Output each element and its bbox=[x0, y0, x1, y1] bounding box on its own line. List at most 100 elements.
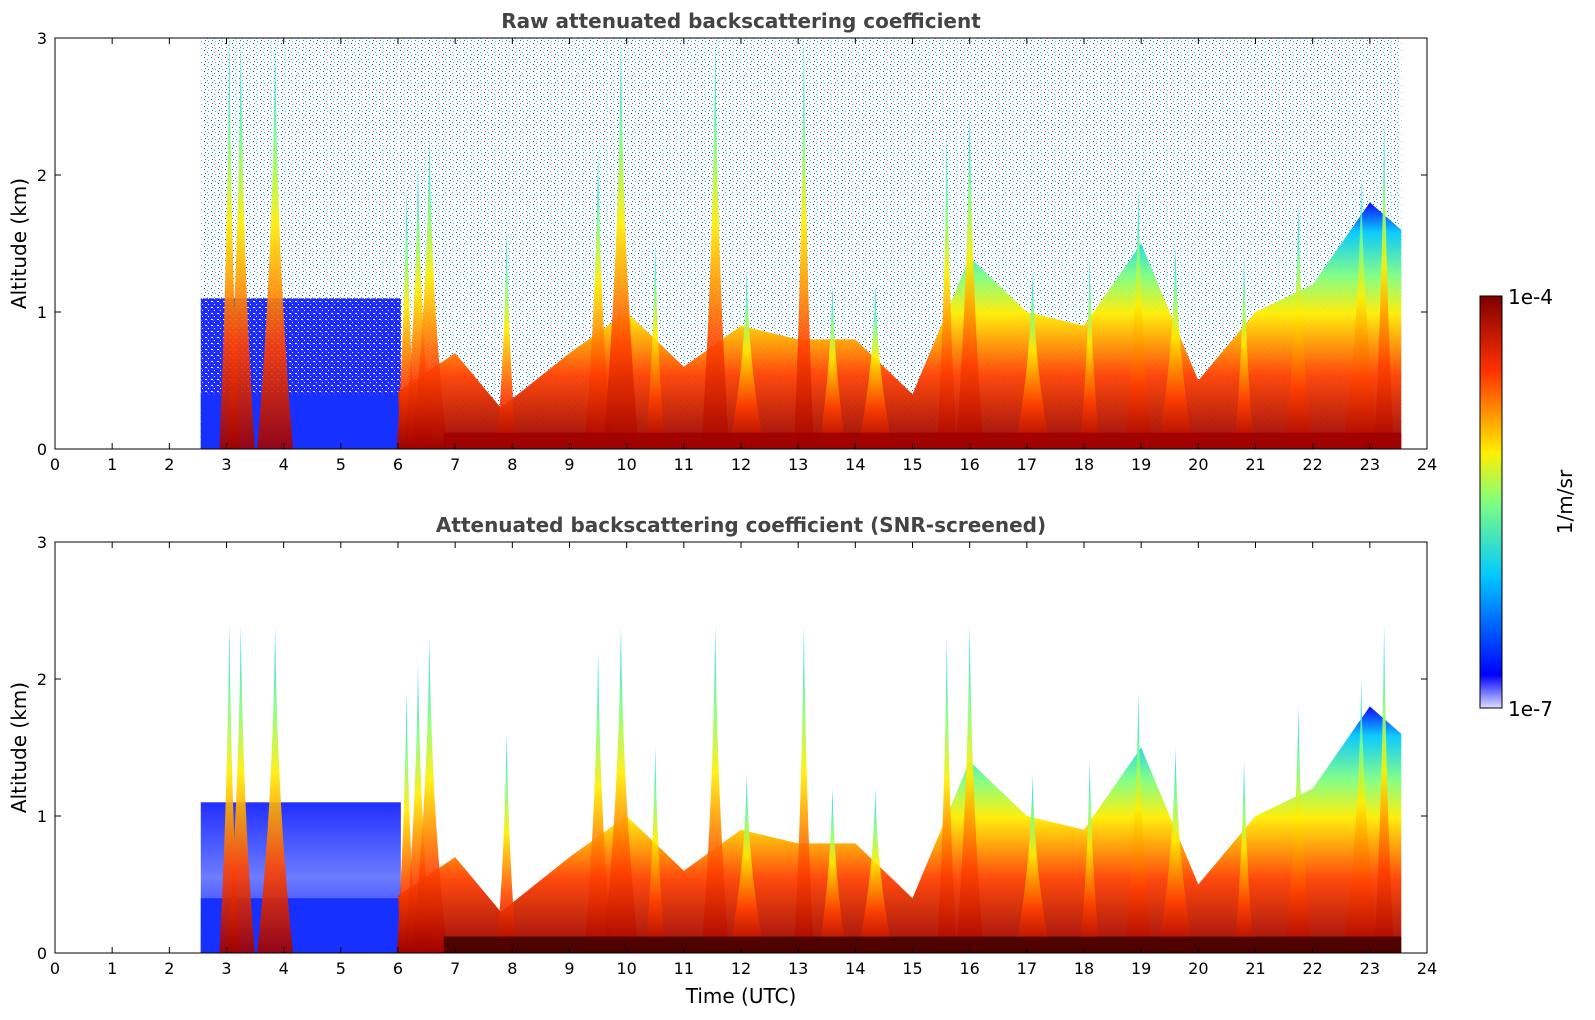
y-tick-label: 3 bbox=[37, 29, 47, 48]
plume bbox=[728, 270, 765, 449]
x-axis-label: Time (UTC) bbox=[685, 984, 797, 1008]
x-tick-label: 9 bbox=[564, 455, 574, 474]
plume bbox=[226, 624, 255, 953]
plume bbox=[257, 38, 294, 449]
x-tick-label: 8 bbox=[507, 959, 517, 978]
plume bbox=[1124, 692, 1153, 953]
panel-title: Attenuated backscattering coefficient (S… bbox=[436, 513, 1046, 537]
plume bbox=[1124, 188, 1153, 449]
x-tick-label: 12 bbox=[731, 455, 751, 474]
plume bbox=[936, 133, 957, 449]
panel-2: Attenuated backscattering coefficient (S… bbox=[7, 513, 1437, 1008]
plume bbox=[1014, 270, 1051, 449]
x-tick-label: 21 bbox=[1245, 959, 1265, 978]
plume bbox=[1374, 624, 1395, 953]
plume bbox=[1374, 120, 1395, 449]
plume bbox=[857, 284, 894, 449]
plume bbox=[1284, 706, 1313, 953]
x-tick-label: 7 bbox=[450, 959, 460, 978]
x-tick-label: 12 bbox=[731, 959, 751, 978]
x-tick-label: 23 bbox=[1360, 455, 1380, 474]
plume bbox=[955, 624, 984, 953]
plume bbox=[1234, 257, 1255, 449]
plume bbox=[701, 38, 730, 449]
x-tick-label: 17 bbox=[1017, 959, 1037, 978]
plume bbox=[411, 637, 448, 953]
plume bbox=[818, 788, 847, 953]
panel-1: Raw attenuated backscattering coefficien… bbox=[7, 9, 1437, 474]
x-tick-label: 16 bbox=[959, 455, 979, 474]
y-tick-label: 2 bbox=[37, 166, 47, 185]
plume bbox=[496, 229, 517, 449]
surface-layer bbox=[443, 432, 1402, 449]
plume bbox=[1157, 747, 1194, 953]
plume bbox=[645, 243, 666, 449]
panel-title: Raw attenuated backscattering coefficien… bbox=[501, 9, 981, 33]
colorbar-scale bbox=[1479, 295, 1503, 709]
surface-layer bbox=[443, 936, 1402, 953]
x-tick-label: 6 bbox=[393, 959, 403, 978]
plume bbox=[818, 284, 847, 449]
plume bbox=[584, 651, 613, 953]
y-tick-label: 0 bbox=[37, 944, 47, 963]
x-tick-label: 11 bbox=[674, 959, 694, 978]
x-tick-label: 24 bbox=[1417, 959, 1437, 978]
plume bbox=[1343, 175, 1380, 449]
x-tick-label: 7 bbox=[450, 455, 460, 474]
x-tick-label: 24 bbox=[1417, 455, 1437, 474]
plume bbox=[955, 106, 984, 449]
x-tick-label: 6 bbox=[393, 455, 403, 474]
plume bbox=[411, 133, 448, 449]
x-tick-label: 16 bbox=[959, 959, 979, 978]
x-tick-label: 10 bbox=[616, 959, 636, 978]
x-tick-label: 20 bbox=[1188, 959, 1208, 978]
plume bbox=[936, 637, 957, 953]
x-tick-label: 18 bbox=[1074, 959, 1094, 978]
plume bbox=[728, 774, 765, 953]
x-tick-label: 4 bbox=[279, 455, 289, 474]
y-tick-label: 0 bbox=[37, 440, 47, 459]
plume bbox=[1157, 243, 1194, 449]
x-tick-label: 13 bbox=[788, 959, 808, 978]
x-tick-label: 3 bbox=[221, 455, 231, 474]
x-tick-label: 3 bbox=[221, 959, 231, 978]
y-tick-label: 2 bbox=[37, 670, 47, 689]
x-tick-label: 13 bbox=[788, 455, 808, 474]
x-tick-label: 0 bbox=[50, 455, 60, 474]
boundary-layer bbox=[398, 202, 1402, 449]
x-tick-label: 15 bbox=[902, 959, 922, 978]
plume bbox=[1284, 202, 1313, 449]
x-tick-label: 14 bbox=[845, 959, 865, 978]
plume bbox=[226, 38, 255, 449]
plume bbox=[1079, 257, 1100, 449]
plume bbox=[496, 733, 517, 953]
boundary-layer bbox=[398, 706, 1402, 953]
x-tick-label: 19 bbox=[1131, 455, 1151, 474]
x-tick-label: 0 bbox=[50, 959, 60, 978]
plume bbox=[257, 624, 294, 953]
x-tick-label: 4 bbox=[279, 959, 289, 978]
x-tick-label: 5 bbox=[336, 959, 346, 978]
x-tick-label: 5 bbox=[336, 455, 346, 474]
x-tick-label: 14 bbox=[845, 455, 865, 474]
plume bbox=[1079, 761, 1100, 953]
colorbar-unit-label: 1/m/sr bbox=[1553, 469, 1577, 534]
plume bbox=[602, 38, 639, 449]
plume bbox=[793, 624, 814, 953]
x-tick-label: 11 bbox=[674, 455, 694, 474]
plume bbox=[602, 624, 639, 953]
x-tick-label: 1 bbox=[107, 959, 117, 978]
y-tick-label: 1 bbox=[37, 303, 47, 322]
plume bbox=[1234, 761, 1255, 953]
x-tick-label: 10 bbox=[616, 455, 636, 474]
colorbar: 1e-4 1e-7 1/m/sr bbox=[1479, 285, 1577, 721]
colorbar-min-label: 1e-7 bbox=[1508, 697, 1553, 721]
plume bbox=[701, 624, 730, 953]
x-tick-label: 9 bbox=[564, 959, 574, 978]
x-tick-label: 23 bbox=[1360, 959, 1380, 978]
x-tick-label: 17 bbox=[1017, 455, 1037, 474]
x-tick-label: 15 bbox=[902, 455, 922, 474]
x-tick-label: 2 bbox=[164, 455, 174, 474]
plume bbox=[793, 38, 814, 449]
